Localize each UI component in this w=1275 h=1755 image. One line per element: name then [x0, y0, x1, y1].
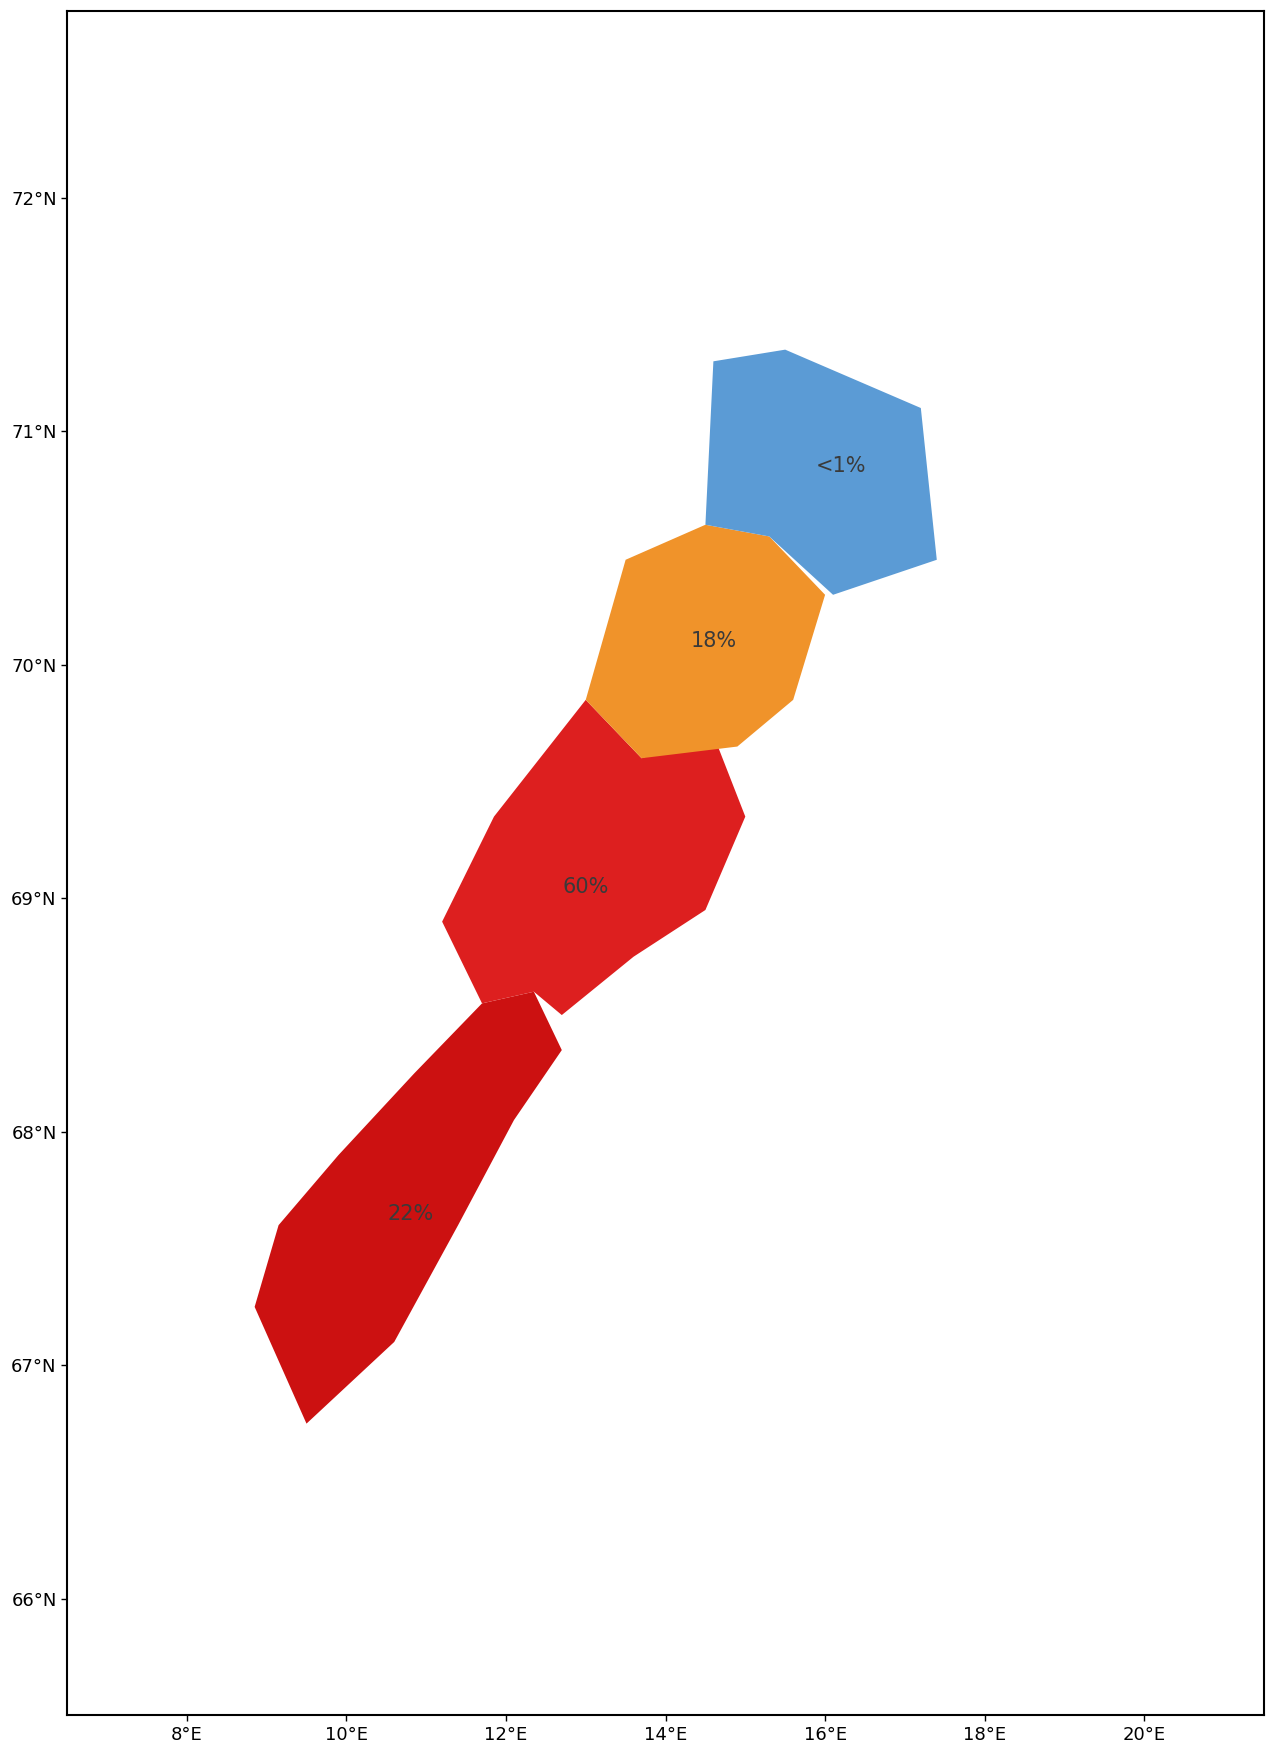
Text: <1%: <1%: [816, 456, 866, 476]
Polygon shape: [585, 525, 825, 758]
Polygon shape: [442, 700, 746, 1014]
Text: 22%: 22%: [388, 1204, 434, 1223]
Text: 60%: 60%: [562, 878, 609, 897]
Text: 18%: 18%: [690, 632, 737, 651]
Polygon shape: [255, 992, 562, 1423]
Polygon shape: [705, 349, 937, 595]
